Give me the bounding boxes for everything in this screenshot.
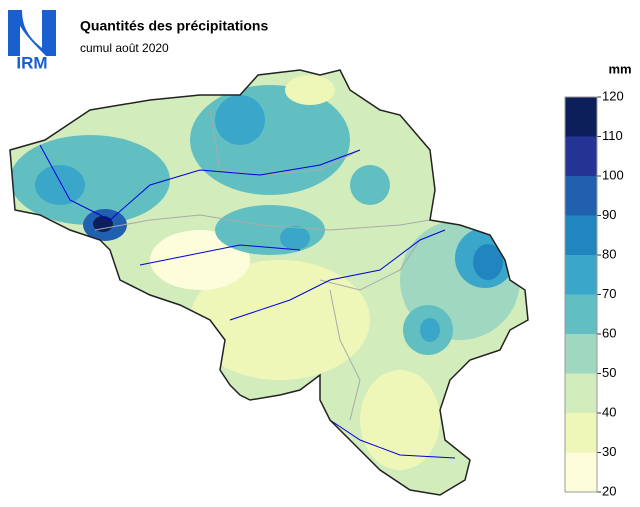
colorbar-tick-label: 120 [602, 88, 624, 103]
colorbar-cell [565, 294, 597, 334]
colorbar-tick-label: 60 [602, 325, 616, 340]
colorbar-tick-label: 90 [602, 207, 616, 222]
rivers [39, 144, 456, 459]
colorbar-tick-label: 40 [602, 404, 616, 419]
logo: IRM [8, 10, 56, 72]
colorbar-cell [565, 413, 597, 453]
colorbar-tick-label: 30 [602, 444, 616, 459]
colorbar-cell [565, 255, 597, 295]
colorbar-tick-label: 20 [602, 483, 616, 498]
colorbar-cell [565, 334, 597, 374]
colorbar-cell [565, 97, 597, 137]
colorbar: 20 30 40 50 60 70 80 90 100 110 120 [564, 88, 624, 498]
colorbar-cell [565, 452, 597, 492]
map-subtitle: cumul août 2020 [80, 41, 169, 55]
colorbar-cell [565, 215, 597, 255]
colorbar-cell [565, 176, 597, 216]
logo-text: IRM [16, 53, 47, 72]
precipitation-field [10, 70, 528, 495]
colorbar-tick-label: 70 [602, 286, 616, 301]
colorbar-cell [565, 373, 597, 413]
legend-unit: mm [608, 61, 631, 76]
colorbar-tick-label: 100 [602, 167, 624, 182]
colorbar-tick-label: 110 [602, 128, 623, 143]
colorbar-tick-label: 80 [602, 246, 616, 261]
colorbar-frame [564, 96, 598, 493]
map-title: Quantités des précipitations [80, 18, 268, 34]
colorbar-tick-label: 50 [602, 365, 616, 380]
colorbar-cell [565, 136, 597, 176]
